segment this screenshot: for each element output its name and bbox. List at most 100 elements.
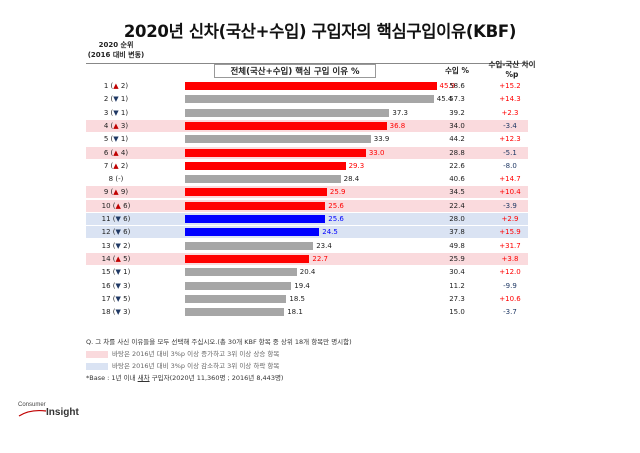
legend-up-text: 바탕은 2016년 대비 3%p 이상 증가하고 3위 이상 상승 항목	[112, 350, 280, 358]
rank-cell: 10 (▲ 6)	[86, 200, 146, 212]
diff-value: +14.7	[499, 175, 521, 184]
legend-up-row: 바탕은 2016년 대비 3%p 이상 증가하고 3위 이상 상승 항목	[86, 348, 546, 360]
import-value: 39.2	[449, 108, 465, 117]
import-column-header: 수입 %	[445, 66, 469, 75]
rank-cell: 15 (▼ 1)	[86, 266, 146, 278]
chart-row: 13 (▼ 2)회사/브랜드23.449.8+31.7	[86, 240, 528, 252]
bar	[185, 281, 292, 290]
diff-value: +15.9	[499, 228, 521, 237]
chart-row: 3 (▼ 1)가격/구입조건37.339.2+2.3	[86, 107, 528, 119]
import-value: 58.6	[449, 82, 465, 90]
import-value: 34.5	[449, 188, 465, 197]
diff-value: +2.3	[501, 108, 519, 117]
import-value: 22.4	[449, 201, 465, 210]
chart-row: 4 (▲ 3)신모델/최신모델36.834.0-3.4	[86, 119, 528, 132]
rank-cell: 13 (▼ 2)	[86, 240, 146, 252]
down-arrow-icon: ▼	[115, 308, 121, 317]
rank-change: 5)	[120, 294, 131, 303]
rank-change: 4)	[118, 148, 129, 157]
rank-change: 1)	[120, 268, 131, 277]
chart-row: 11 (▼ 6)연비25.628.0+2.9	[86, 213, 528, 225]
import-value: 22.6	[449, 161, 465, 170]
diff-value: -9.9	[503, 281, 517, 290]
data-label: 19.4	[294, 281, 310, 290]
data-label: 25.6	[328, 215, 344, 223]
rank-change: 1)	[118, 108, 129, 117]
bar	[185, 188, 327, 197]
import-value: 30.4	[449, 268, 465, 277]
import-value: 15.0	[449, 308, 465, 317]
diff-value: +31.7	[499, 241, 521, 250]
import-value: 28.8	[449, 148, 465, 157]
rank-number: 8 (	[108, 175, 119, 184]
chart-row: 8 (-)내구성28.440.6+14.7	[86, 173, 528, 185]
data-label: 36.8	[389, 121, 406, 130]
bar	[185, 175, 341, 184]
import-value: 44.2	[449, 135, 465, 144]
rank-number: 7 (	[103, 161, 114, 170]
bar	[185, 121, 387, 130]
chart-row: 5 (▼ 1)모델의 명성/평판33.944.2+12.3	[86, 133, 528, 145]
bar	[185, 135, 371, 144]
rank-change: 6)	[120, 228, 131, 237]
bar	[185, 201, 326, 210]
legend-up-swatch	[86, 350, 108, 358]
data-label: 45.4	[436, 95, 453, 104]
chart-row: 14 (▲ 5)정숙성22.725.9+3.8	[86, 252, 528, 265]
base-note-a: *Base : 1년 이내	[86, 374, 138, 382]
bar	[185, 241, 314, 250]
logo-swoosh-icon	[18, 409, 47, 417]
diff-value: -3.9	[503, 201, 517, 210]
diff-header-line2: %p	[505, 70, 519, 79]
data-label: 33.0	[368, 148, 385, 157]
chart-row: 6 (▲ 4)첨단/편의사양33.028.8-5.1	[86, 146, 528, 159]
rank-cell: 12 (▼ 6)	[86, 226, 146, 238]
legend-down-swatch	[86, 362, 108, 370]
data-label: 20.4	[299, 268, 316, 277]
rank-cell: 6 (▲ 4)	[86, 147, 146, 159]
rank-change: 1)	[118, 95, 129, 104]
data-label: 25.9	[329, 188, 346, 197]
down-arrow-icon: ▼	[115, 281, 121, 290]
diff-value: -3.7	[503, 308, 517, 317]
chart-row: 2 (▼ 1)외관스타일45.457.3+14.3	[86, 93, 528, 105]
rank-cell: 16 (▼ 3)	[86, 280, 146, 292]
data-label: 23.4	[316, 241, 332, 250]
bar	[185, 95, 434, 104]
bar	[185, 268, 297, 277]
rank-number: 10 (	[101, 201, 116, 210]
bar	[185, 82, 437, 90]
no-change-icon: -	[118, 175, 121, 184]
down-arrow-icon: ▼	[115, 215, 121, 223]
rank-number: 11 (	[101, 215, 116, 223]
header-rule	[86, 63, 528, 64]
rank-change: 3)	[120, 281, 131, 290]
diff-value: -5.1	[503, 148, 517, 157]
rank-cell: 9 (▲ 9)	[86, 186, 146, 198]
rank-number: 9 (	[103, 188, 114, 197]
diff-value: -3.4	[503, 121, 517, 130]
up-arrow-icon: ▲	[113, 82, 119, 90]
base-note-c: 구입자(2020년 11,360명 ; 2016년 8,443명)	[149, 374, 284, 382]
rank-cell: 3 (▼ 1)	[86, 107, 146, 119]
diff-column-header: 수입-국산 차이 %p	[482, 60, 542, 80]
up-arrow-icon: ▲	[113, 161, 119, 170]
down-arrow-icon: ▼	[115, 241, 121, 250]
rank-number: 18 (	[101, 308, 116, 317]
down-arrow-icon: ▼	[115, 294, 121, 303]
rank-cell: 18 (▼ 3)	[86, 306, 146, 318]
bar	[185, 294, 287, 303]
rank-number: 1 (	[103, 82, 114, 90]
chart-row: 9 (▲ 9)실내 인테리어25.934.5+10.4	[86, 186, 528, 199]
bar	[185, 161, 346, 170]
rank-cell: 2 (▼ 1)	[86, 93, 146, 105]
diff-value: +12.3	[499, 135, 521, 144]
rank-number: 17 (	[101, 294, 116, 303]
data-label: 18.5	[289, 294, 305, 303]
logo-text-small: Consumer	[18, 402, 46, 408]
up-arrow-icon: ▲	[113, 148, 119, 157]
rank-number: 3 (	[103, 108, 114, 117]
footer-notes: Q. 그 차를 사신 이유들을 모두 선택해 주십시오.(총 30개 KBF 항…	[86, 336, 546, 384]
diff-header-line1: 수입-국산 차이	[488, 60, 536, 69]
data-label: 33.9	[373, 135, 390, 144]
